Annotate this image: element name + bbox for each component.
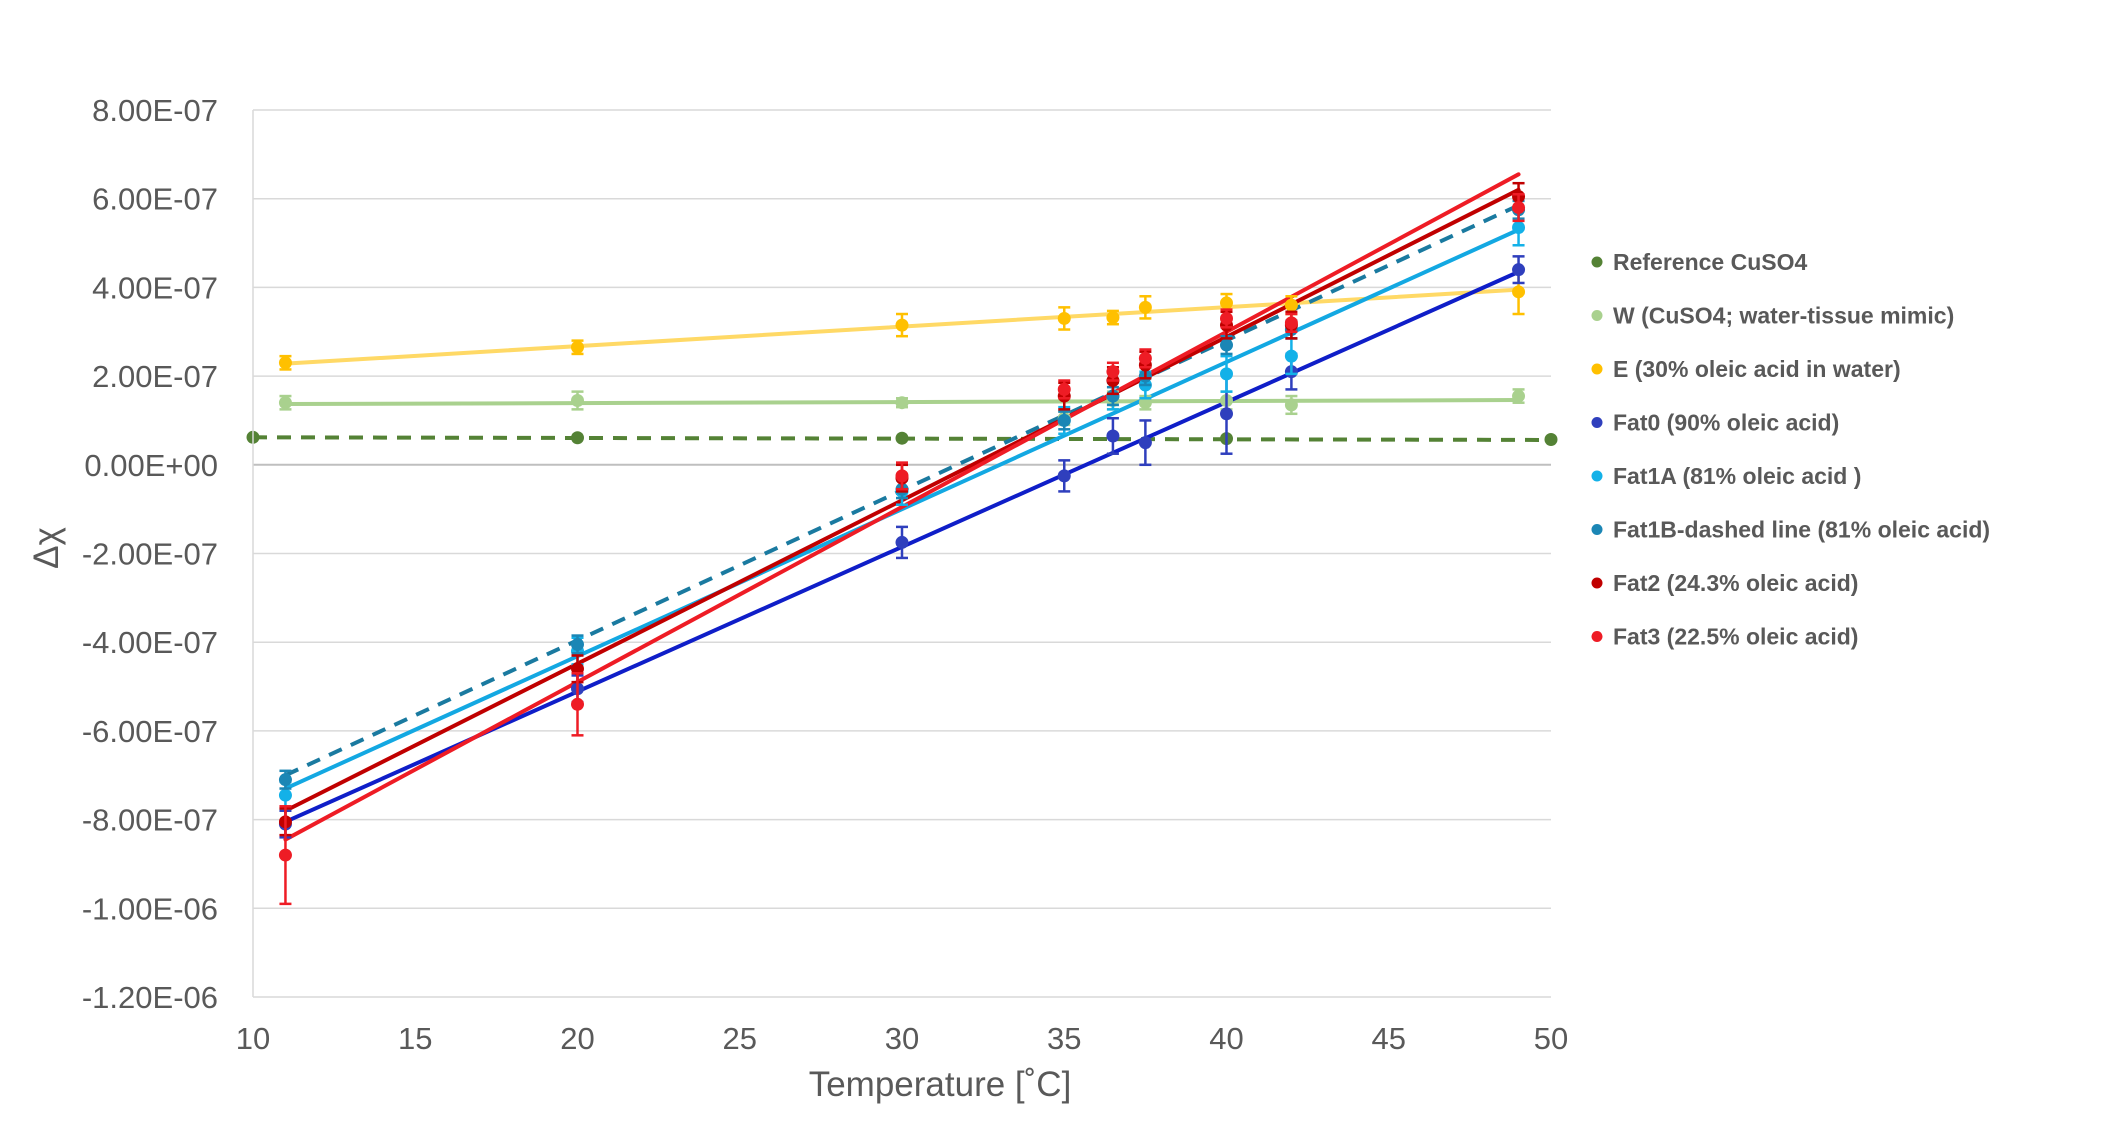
data-point: [1138, 300, 1152, 314]
y-tick-label: -1.20E-06: [82, 980, 218, 1015]
data-point: [1106, 429, 1120, 443]
data-point: [278, 848, 292, 862]
data-point: [1057, 413, 1071, 427]
data-point: [1057, 382, 1071, 396]
data-point: [571, 637, 584, 651]
y-tick-label: -8.00E-07: [82, 803, 218, 838]
data-point: [571, 431, 584, 445]
data-point: [1544, 433, 1558, 447]
data-points: [246, 181, 1558, 906]
x-tick-label: 35: [1047, 1021, 1081, 1056]
data-point: [1220, 311, 1233, 325]
legend-label: Fat0 (90% oleic acid): [1613, 410, 1839, 436]
y-tick-label: 4.00E-07: [92, 270, 218, 305]
x-tick-label: 25: [723, 1021, 757, 1056]
data-point: [1220, 367, 1233, 381]
y-tick-label: -1.00E-06: [82, 891, 218, 926]
y-tick-label: 2.00E-07: [92, 359, 218, 394]
data-point: [1220, 296, 1233, 310]
data-point: [1220, 407, 1233, 421]
legend-label: E (30% oleic acid in water): [1613, 356, 1901, 382]
data-point: [1138, 351, 1152, 365]
trendline: [283, 172, 1521, 842]
y-tick-label: -6.00E-07: [82, 714, 218, 749]
data-point: [895, 318, 909, 332]
legend-label: Reference CuSO4: [1613, 249, 1808, 275]
legend-marker: [1591, 470, 1603, 482]
data-point: [571, 393, 584, 407]
data-point: [895, 535, 909, 549]
data-point: [1220, 338, 1233, 352]
data-point: [1512, 389, 1526, 403]
x-tick-label: 30: [885, 1021, 919, 1056]
legend-marker: [1591, 417, 1603, 428]
legend-marker: [1591, 631, 1603, 642]
data-point: [1284, 398, 1298, 412]
legend: Reference CuSO4 W (CuSO4; water-tissue mi…: [1591, 249, 1990, 650]
legend-label: Fat1B-dashed line (81% oleic acid): [1613, 517, 1990, 543]
data-point: [1512, 221, 1526, 235]
data-point: [1284, 316, 1298, 330]
y-tick-label: 6.00E-07: [92, 182, 218, 217]
data-point: [1512, 285, 1526, 299]
data-point: [278, 788, 292, 802]
legend-label: Fat1A (81% oleic acid ): [1613, 463, 1861, 489]
data-point: [895, 431, 909, 445]
data-point: [1284, 349, 1298, 363]
data-point: [1057, 311, 1071, 325]
data-point: [1512, 201, 1526, 215]
y-tick-label: -2.00E-07: [82, 537, 218, 572]
x-tick-label: 50: [1534, 1021, 1568, 1056]
x-tick-label: 10: [236, 1021, 270, 1056]
legend-marker: [1591, 363, 1603, 375]
data-point: [1284, 298, 1298, 312]
legend-marker: [1591, 256, 1603, 268]
x-axis-title: Temperature [˚C]: [809, 1065, 1072, 1104]
y-tick-label: 8.00E-07: [92, 93, 218, 128]
y-tick-label: 0.00E+00: [84, 448, 218, 483]
y-axis-title: Δχ: [27, 527, 66, 569]
legend-label: W (CuSO4; water-tissue mimic): [1613, 303, 1954, 329]
x-tick-label: 45: [1372, 1021, 1406, 1056]
data-point: [278, 396, 292, 410]
data-point: [895, 396, 909, 410]
legend-label: Fat3 (22.5% oleic acid): [1613, 624, 1858, 650]
data-point: [571, 340, 584, 354]
data-point: [1512, 263, 1526, 277]
trendlines: [252, 172, 1552, 842]
data-point: [278, 356, 292, 370]
data-point: [1106, 365, 1120, 379]
data-point: [1057, 469, 1071, 483]
legend-label: Fat2 (24.3% oleic acid): [1613, 570, 1858, 596]
x-tick-label: 20: [560, 1021, 594, 1056]
x-tick-label: 15: [398, 1021, 432, 1056]
legend-marker: [1591, 577, 1603, 589]
legend-marker: [1591, 310, 1603, 321]
axes: 8.00E-07 6.00E-07 4.00E-07 2.00E-07 0.00E+00…: [82, 93, 1568, 1056]
data-point: [571, 697, 584, 711]
legend-marker: [1591, 524, 1603, 535]
data-point: [278, 773, 292, 787]
y-tick-label: -4.00E-07: [82, 625, 218, 660]
data-point: [1106, 311, 1120, 325]
data-point: [895, 469, 909, 483]
data-point: [1138, 436, 1152, 450]
x-tick-label: 40: [1209, 1021, 1243, 1056]
